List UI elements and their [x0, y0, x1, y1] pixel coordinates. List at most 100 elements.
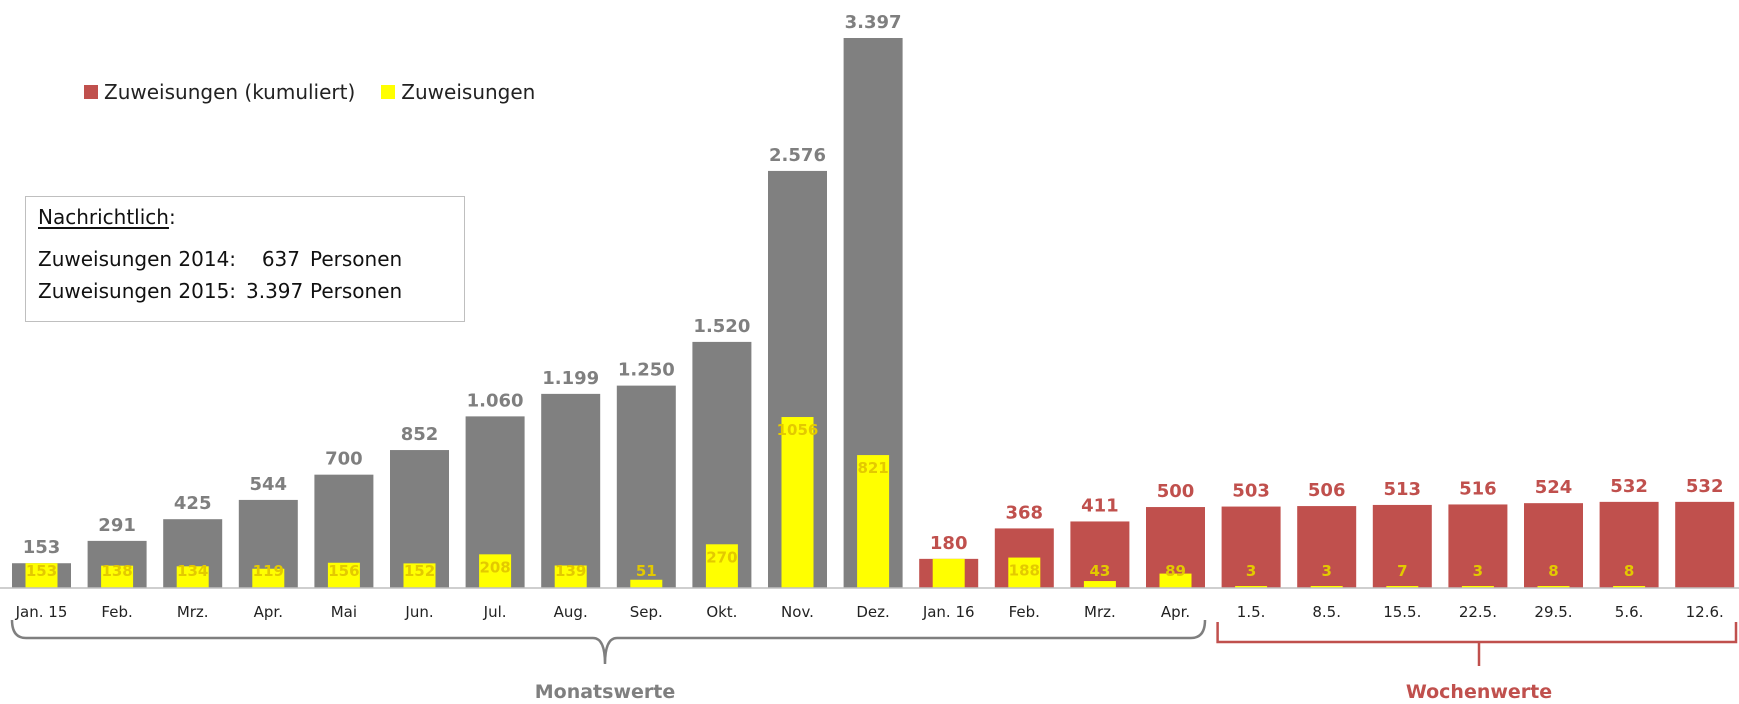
- value-label-assignments: 188: [1009, 562, 1040, 580]
- value-label-cumulative: 500: [1157, 481, 1195, 502]
- group-label-monthly: Monatswerte: [535, 681, 675, 703]
- value-label-assignments: 270: [706, 548, 737, 566]
- tick-label: 5.6.: [1615, 603, 1644, 621]
- value-label-assignments: 208: [479, 558, 510, 576]
- tick-label: Jul.: [483, 603, 507, 621]
- bar-cumulative: [1675, 501, 1735, 588]
- bar-cumulative: [1524, 503, 1583, 588]
- bars-layer: 153 153 291 138 425 134 544 119 700 156 852 152 1.06…: [12, 12, 1735, 588]
- tick-label: 8.5.: [1312, 603, 1341, 621]
- tick-label: Jan. 15: [15, 603, 68, 621]
- bar-cumulative: [1070, 521, 1130, 588]
- bar-assignments: [1235, 586, 1268, 588]
- tick-label: Sep.: [630, 603, 663, 621]
- tick-label: Okt.: [706, 603, 737, 621]
- tick-label: Nov.: [781, 603, 814, 621]
- value-label-cumulative: 180: [930, 533, 968, 554]
- value-label-assignments: 153: [26, 562, 57, 580]
- value-label-cumulative: 411: [1081, 495, 1119, 516]
- value-label-cumulative: 544: [250, 474, 288, 495]
- value-label-assignments: 1056: [777, 421, 819, 439]
- bar-assignments: [1008, 557, 1041, 588]
- note-heading-text: Nachrichtlich: [38, 205, 169, 229]
- note-row-2014-unit: Personen: [310, 247, 403, 271]
- group-braces-layer: Monatswerte Wochenwerte: [10, 619, 1738, 703]
- value-label-assignments: 51: [636, 562, 657, 580]
- bar-assignments: [1613, 586, 1646, 588]
- bar-assignments: [1159, 573, 1192, 588]
- value-label-cumulative: 153: [23, 537, 61, 558]
- value-label-cumulative: 291: [98, 515, 136, 536]
- bar-assignments: [176, 566, 209, 588]
- tick-label: Jan. 16: [922, 603, 975, 621]
- bar-assignments: [1310, 586, 1343, 588]
- group-label-weekly: Wochenwerte: [1406, 681, 1552, 703]
- bar-assignments: [705, 544, 738, 588]
- value-label-cumulative: 425: [174, 493, 212, 514]
- bar-assignments: [403, 563, 436, 588]
- value-label-cumulative: 1.520: [693, 316, 750, 337]
- legend-swatch-single: [381, 85, 396, 99]
- value-label-assignments: 8: [1548, 562, 1558, 580]
- bar-assignments: [479, 554, 512, 588]
- bar-assignments: [932, 558, 965, 588]
- note-row-2014-value: 637: [261, 247, 300, 271]
- bar-assignments: [327, 562, 360, 588]
- tick-labels-layer: Jan. 15 Feb. Mrz. Apr. Mai Jun. Jul. Aug. Sep. Ok…: [15, 603, 1724, 621]
- bar-cumulative: [1297, 506, 1357, 588]
- value-label-cumulative: 524: [1535, 477, 1573, 498]
- tick-label: Feb.: [101, 603, 132, 621]
- legend: Zuweisungen (kumuliert) Zuweisungen: [84, 80, 561, 104]
- legend-item-cumulative: Zuweisungen (kumuliert): [84, 80, 355, 104]
- bar-assignments: [101, 565, 134, 588]
- bar-assignments: [252, 568, 285, 588]
- tick-label: Mrz.: [1084, 603, 1116, 621]
- value-label-assignments: 119: [253, 562, 284, 580]
- legend-swatch-cumulative: [84, 85, 98, 99]
- bar-assignments: [781, 417, 814, 588]
- tick-label: Feb.: [1009, 603, 1040, 621]
- bar-assignments: [1461, 586, 1494, 588]
- legend-item-single: Zuweisungen: [381, 80, 535, 104]
- note-row-2014-label: Zuweisungen 2014:: [38, 247, 237, 271]
- value-label-assignments: 138: [101, 562, 132, 580]
- value-label-assignments: 156: [328, 562, 359, 580]
- value-label-cumulative: 852: [401, 424, 439, 445]
- value-label-cumulative: 1.199: [542, 368, 599, 389]
- value-label-cumulative: 3.397: [845, 12, 902, 33]
- tick-label: Apr.: [1161, 603, 1190, 621]
- value-label-assignments: 139: [555, 562, 586, 580]
- bar-cumulative: [1599, 501, 1659, 588]
- tick-label: 1.5.: [1237, 603, 1266, 621]
- brace-weekly: [1216, 622, 1738, 644]
- value-label-assignments: 89: [1165, 562, 1186, 580]
- bar-assignments: [857, 455, 890, 588]
- tick-label: 15.5.: [1383, 603, 1421, 621]
- bar-cumulative: [616, 385, 676, 588]
- bar-cumulative: [1221, 506, 1281, 588]
- tick-label: Aug.: [554, 603, 588, 621]
- value-label-cumulative: 368: [1006, 502, 1044, 523]
- bar-assignments: [1537, 586, 1570, 588]
- note-row-2015-label: Zuweisungen 2015:: [38, 279, 237, 303]
- note-row-2014: Zuweisungen 2014: 637 Personen: [38, 247, 402, 271]
- value-label-cumulative: 503: [1232, 481, 1270, 502]
- value-label-assignments: 134: [177, 562, 208, 580]
- tick-label: Mrz.: [177, 603, 209, 621]
- value-label-cumulative: 1.250: [618, 360, 675, 381]
- value-label-assignments: 3: [1473, 562, 1483, 580]
- legend-label-cumulative: Zuweisungen (kumuliert): [104, 80, 356, 104]
- value-label-cumulative: 513: [1384, 479, 1422, 500]
- value-label-assignments: 7: [1397, 562, 1407, 580]
- tick-label: Apr.: [254, 603, 283, 621]
- brace-monthly: [10, 619, 1207, 665]
- note-row-2015-unit: Personen: [310, 279, 403, 303]
- value-label-cumulative: 506: [1308, 480, 1346, 501]
- note-heading: Nachrichtlich:: [38, 205, 176, 229]
- bar-assignments: [630, 579, 663, 588]
- value-label-assignments: 8: [1624, 562, 1634, 580]
- bar-assignments: [1083, 581, 1116, 588]
- value-label-cumulative: 2.576: [769, 145, 826, 166]
- bar-cumulative: [541, 393, 601, 588]
